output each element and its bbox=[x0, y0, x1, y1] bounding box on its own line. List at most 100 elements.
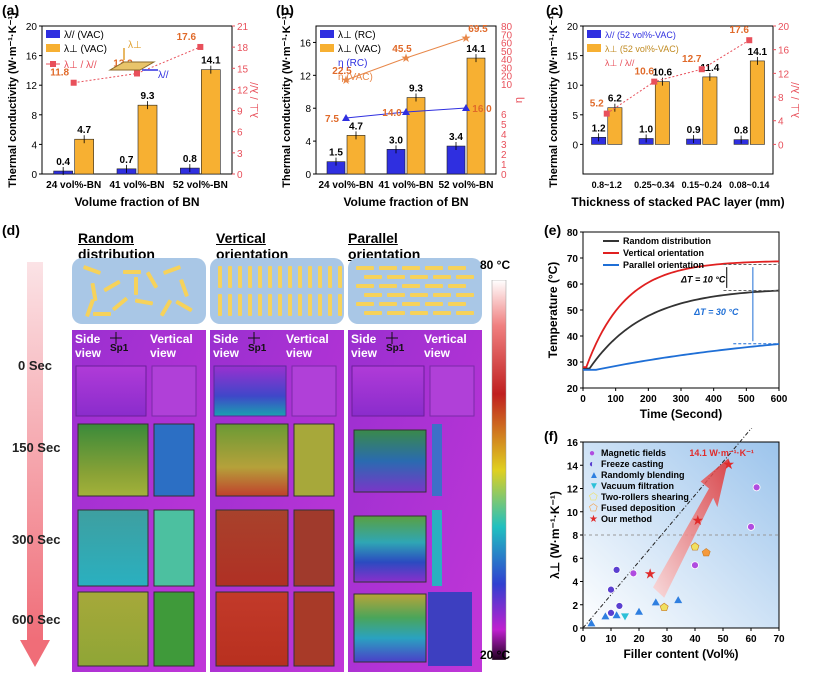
ratio-value-label: 12.7 bbox=[682, 54, 702, 65]
bar-value-label: 4.7 bbox=[77, 125, 91, 136]
ratio-line bbox=[606, 39, 750, 115]
y2-top-tick-label: 70 bbox=[501, 30, 513, 41]
rod bbox=[160, 299, 172, 317]
x-tick-label: 0 bbox=[580, 634, 586, 645]
y2-bottom-tick-label: 2 bbox=[501, 150, 507, 161]
y-axis-label: Thermal conductivity (W·m⁻¹·K⁻¹) bbox=[548, 12, 560, 188]
point-0 bbox=[752, 483, 761, 492]
rod bbox=[448, 266, 466, 270]
ratio-value-label: 11.8 bbox=[50, 68, 69, 79]
y2-bottom-tick-label: 4 bbox=[501, 130, 507, 141]
ratio-point bbox=[603, 110, 610, 117]
bar-value-label: 14.1 bbox=[466, 44, 486, 55]
rod bbox=[258, 266, 262, 288]
rod bbox=[298, 294, 302, 316]
bar-value-label: 6.2 bbox=[608, 94, 622, 105]
legend-label-rc: λ⊥ (RC) bbox=[338, 30, 376, 41]
legend-marker-0: ● bbox=[589, 448, 595, 459]
series-line-2 bbox=[583, 343, 780, 371]
y-tick-label: 4 bbox=[31, 140, 37, 151]
x-category-label: 52 vol%-BN bbox=[173, 180, 228, 191]
bar-perp bbox=[654, 81, 670, 145]
y-tick-label: 80 bbox=[567, 228, 579, 239]
x-category-label: 24 vol%-BN bbox=[46, 180, 101, 191]
ratio-value-label: 5.2 bbox=[590, 99, 604, 110]
rod bbox=[238, 294, 242, 316]
marker-sp1-2: Sp1 bbox=[248, 343, 267, 354]
bar-value-label: 0.9 bbox=[687, 125, 701, 136]
rod bbox=[402, 302, 420, 306]
y-tick-label: 40 bbox=[567, 332, 579, 343]
y-tick-label: 12 bbox=[300, 71, 312, 82]
bar-value-label: 9.3 bbox=[141, 91, 155, 102]
y-tick-label: 12 bbox=[26, 81, 38, 92]
y-tick-label: 8 bbox=[305, 104, 311, 115]
rod bbox=[134, 277, 138, 295]
y2-bottom-tick-label: 1 bbox=[501, 160, 507, 171]
x-tick-label: 400 bbox=[705, 394, 722, 405]
x-tick-label: 10 bbox=[605, 634, 617, 645]
rod bbox=[288, 294, 292, 316]
y2-tick-label: 16 bbox=[778, 46, 790, 57]
label-f: (f) bbox=[544, 428, 558, 444]
legend-marker-4: ⬠ bbox=[589, 492, 598, 503]
time-300: 300 Sec bbox=[12, 532, 61, 547]
point-0 bbox=[629, 569, 638, 578]
rod bbox=[218, 294, 222, 316]
rod bbox=[338, 294, 342, 316]
x-category-label: 24 vol%-BN bbox=[318, 180, 373, 191]
y2-tick-label: 4 bbox=[778, 117, 784, 128]
series-line-1 bbox=[583, 260, 780, 369]
bar-value-label: 0.7 bbox=[120, 155, 134, 166]
ratio-point bbox=[746, 37, 753, 44]
rod bbox=[103, 280, 121, 292]
legend-swatch-par bbox=[46, 30, 60, 38]
bar-perp bbox=[607, 107, 623, 145]
callout-label: 14.1 W·m⁻¹·K⁻¹ bbox=[689, 448, 754, 458]
rod bbox=[425, 302, 443, 306]
bar-value-label: 9.3 bbox=[409, 84, 423, 95]
x-tick-label: 300 bbox=[673, 394, 690, 405]
y2-tick-label: 9 bbox=[237, 107, 243, 118]
rod bbox=[456, 293, 474, 297]
schematic-parallel bbox=[348, 258, 482, 324]
eta-vac-value-label: 69.5 bbox=[468, 24, 488, 35]
y2-tick-label: 12 bbox=[237, 85, 249, 96]
ratio-value-label: 17.6 bbox=[177, 32, 197, 43]
y-tick-label: 0 bbox=[572, 140, 578, 151]
inset-plate-icon bbox=[108, 61, 156, 71]
legend-label-5: Fused deposition bbox=[601, 503, 676, 513]
y-tick-label: 16 bbox=[26, 52, 38, 63]
bar-value-label: 1.2 bbox=[592, 123, 606, 134]
point-1 bbox=[612, 565, 621, 574]
schematic-random bbox=[72, 258, 206, 324]
legend-swatch-perp bbox=[587, 44, 601, 52]
y2-top-tick-label: 60 bbox=[501, 39, 513, 50]
legend-marker-3: ▼ bbox=[589, 481, 599, 492]
bar-par bbox=[446, 145, 466, 175]
bar-value-label: 0.8 bbox=[183, 154, 197, 165]
label-c: (c) bbox=[546, 2, 564, 18]
scale-max: 80 °C bbox=[480, 258, 511, 272]
y2-bottom-tick-label: 3 bbox=[501, 140, 507, 151]
y-tick-label: 10 bbox=[567, 508, 579, 519]
legend-label-ratio: λ⊥ / λ// bbox=[605, 58, 635, 68]
plot-frame bbox=[315, 25, 497, 175]
color-scale-bar bbox=[491, 280, 507, 660]
rod bbox=[278, 266, 282, 288]
y-tick-label: 6 bbox=[572, 554, 578, 565]
legend-label-vac: λ⊥ (VAC) bbox=[338, 44, 381, 55]
chart-f: 0 10 20 30 40 50 60 70 0 2 4 6 8 10 12 14 16 Filler conte… bbox=[548, 428, 785, 661]
legend-label-6: Our method bbox=[601, 514, 652, 524]
y2-tick-label: 0 bbox=[237, 170, 243, 181]
rod bbox=[328, 266, 332, 288]
eta-rc-marker bbox=[462, 104, 470, 111]
rod bbox=[356, 302, 374, 306]
rod bbox=[364, 293, 382, 297]
ratio-point bbox=[134, 70, 140, 77]
bar-value-label: 0.4 bbox=[56, 157, 70, 168]
y-tick-label: 20 bbox=[26, 22, 38, 33]
legend-label-1: Vertical orientation bbox=[623, 248, 704, 258]
rod bbox=[448, 284, 466, 288]
